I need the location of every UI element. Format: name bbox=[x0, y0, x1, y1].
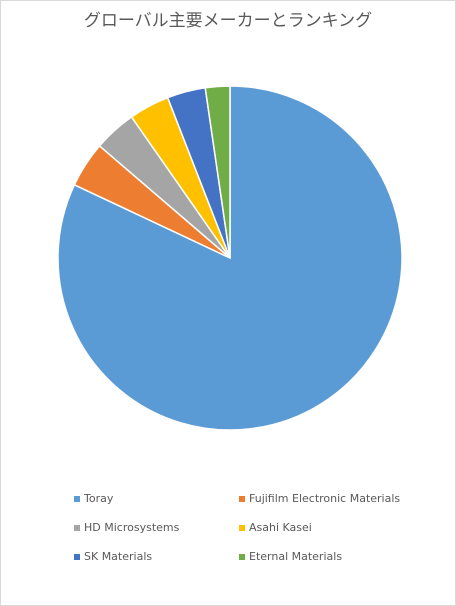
legend-swatch bbox=[239, 525, 245, 531]
legend-label: Eternal Materials bbox=[249, 550, 342, 563]
chart-title: グローバル主要メーカーとランキング bbox=[84, 11, 372, 31]
legend-label: HD Microsystems bbox=[84, 521, 180, 534]
legend-swatch bbox=[74, 496, 80, 502]
legend-swatch bbox=[239, 496, 245, 502]
pie-slice bbox=[204, 85, 231, 259]
legend-swatch bbox=[74, 525, 80, 531]
legend-label: SK Materials bbox=[84, 550, 152, 563]
legend-label: Toray bbox=[83, 492, 114, 505]
legend-swatch bbox=[74, 554, 80, 560]
legend-label: Asahi Kasei bbox=[249, 521, 312, 534]
legend-label: Fujifilm Electronic Materials bbox=[249, 492, 400, 505]
legend-swatch bbox=[239, 554, 245, 560]
